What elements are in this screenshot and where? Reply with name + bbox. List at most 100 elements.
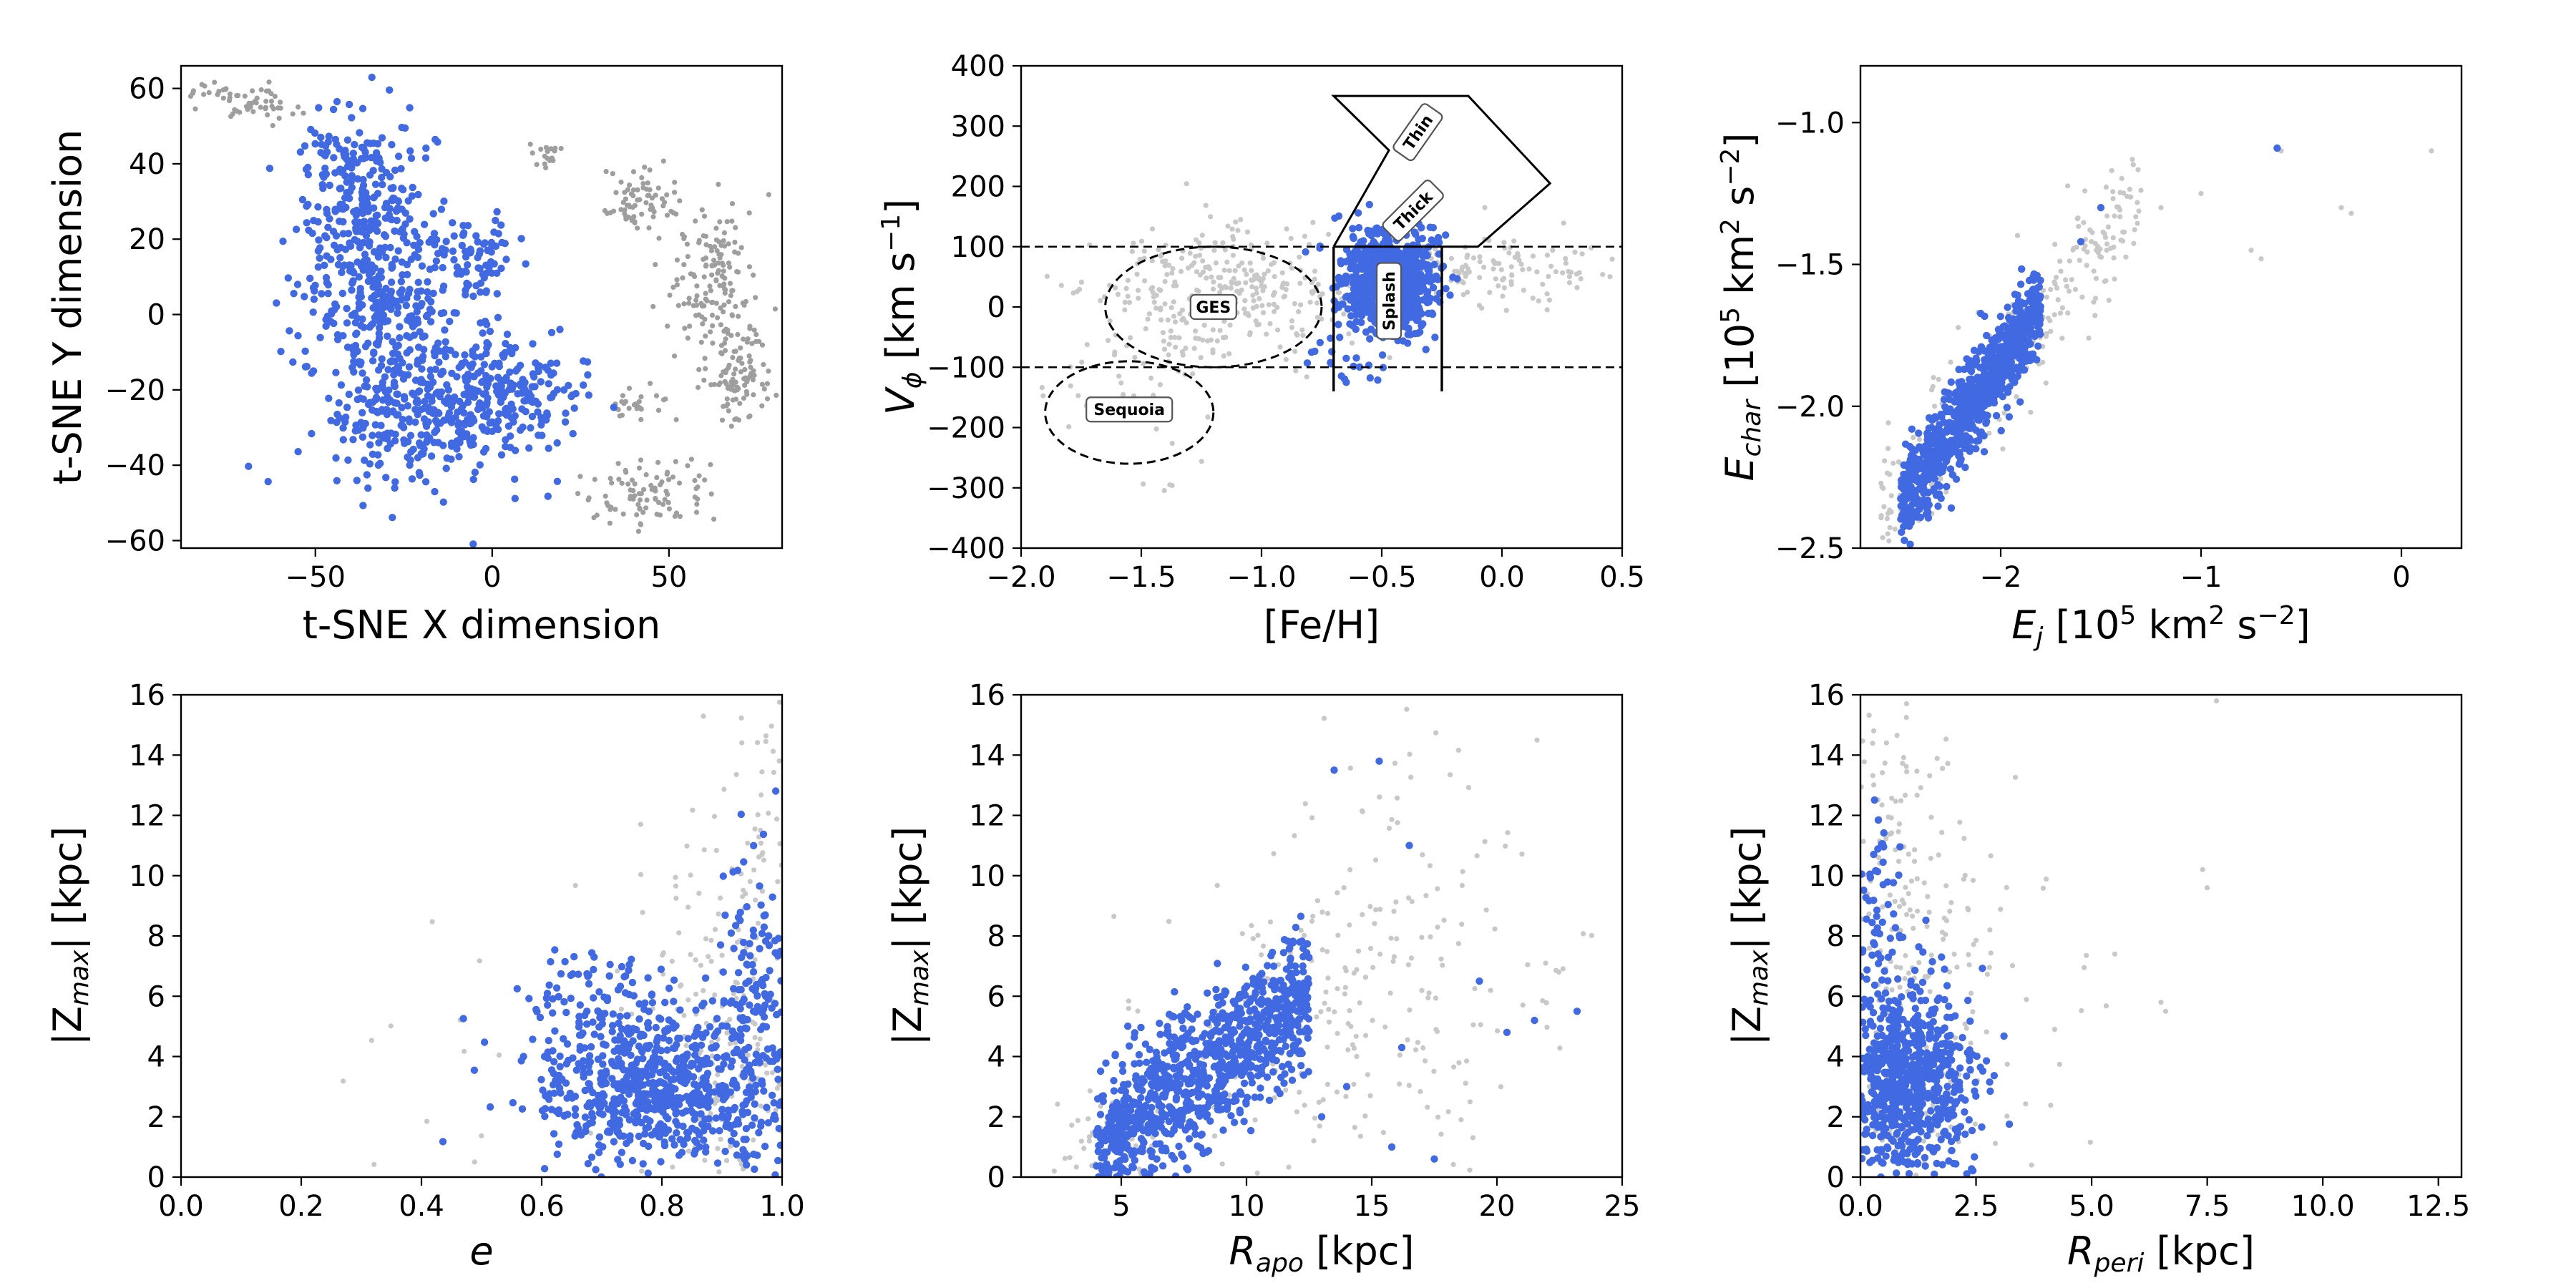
vphi-point-field <box>1511 238 1517 244</box>
tsne-point-field <box>628 191 635 197</box>
tsne-point-field <box>744 339 750 345</box>
tsne-point-field <box>545 155 550 161</box>
tsne-point-field <box>703 263 709 269</box>
ecc-point-member <box>625 1082 633 1090</box>
vphi-point-field <box>1166 352 1171 358</box>
vphi-point-member <box>1399 255 1407 263</box>
tsne-point-field <box>746 264 752 270</box>
vphi-point-field <box>1153 306 1159 311</box>
vphi-point-member <box>1346 320 1354 328</box>
energy-point-field <box>1986 430 1992 436</box>
vphi-point-member <box>1355 224 1363 232</box>
tsne-point-field <box>693 297 699 303</box>
tsne-point-member <box>403 260 411 268</box>
vphi-point-member <box>1421 248 1429 255</box>
ecc-point-member <box>655 1014 663 1022</box>
tsne-point-member <box>467 441 475 449</box>
vphi-point-field <box>1279 285 1285 291</box>
vphi-point-field <box>1253 286 1259 291</box>
tsne-point-field <box>716 268 721 273</box>
tsne-point-member <box>415 469 424 477</box>
tsne-point-member <box>454 408 462 416</box>
tsne-point-field <box>729 313 736 318</box>
vphi-point-field <box>1068 383 1073 389</box>
ecc-point-field <box>702 1157 708 1163</box>
vphi-point-field <box>1153 426 1159 432</box>
tsne-point-member <box>359 181 368 190</box>
vphi-point-field <box>1058 283 1064 288</box>
vphi-y-tick-label: 200 <box>951 171 1005 204</box>
vphi-point-member <box>1429 224 1438 232</box>
energy-point-field <box>2077 258 2082 263</box>
tsne-point-field <box>686 296 692 301</box>
tsne-point-field <box>617 413 623 419</box>
ecc-point-field <box>496 1052 502 1058</box>
tsne-point-field <box>646 225 652 231</box>
tsne-point-field <box>534 162 540 167</box>
vphi-point-field <box>1179 307 1186 313</box>
tsne-point-member <box>450 255 458 264</box>
tsne-point-member <box>323 205 331 213</box>
energy-point-member <box>1903 475 1911 484</box>
ecc-point-field <box>716 911 721 917</box>
tsne-point-member <box>368 406 376 414</box>
tsne-point-field <box>713 225 719 231</box>
tsne-point-field <box>635 187 640 192</box>
vphi-point-member <box>1413 271 1420 279</box>
ecc-point-field <box>638 821 644 827</box>
tsne-point-field <box>673 416 679 423</box>
tsne-point-field <box>609 480 615 486</box>
vphi-point-member <box>1355 363 1364 371</box>
vphi-point-field <box>1172 319 1179 325</box>
vphi-y-axis-label: Vϕ [km s−1] <box>877 199 927 415</box>
tsne-point-field <box>633 401 638 407</box>
tsne-point-member <box>438 245 447 253</box>
ecc-point-member <box>712 1114 720 1122</box>
tsne-point-member <box>264 477 272 486</box>
tsne-point-member <box>492 421 500 430</box>
tsne-point-member <box>419 353 427 361</box>
tsne-point-field <box>721 268 726 274</box>
vphi-point-field <box>1177 311 1183 316</box>
tsne-point-field <box>703 333 708 339</box>
energy-point-field <box>2135 220 2140 226</box>
vphi-point-member <box>1331 214 1339 222</box>
vphi-point-field <box>1319 316 1324 322</box>
ecc-point-field <box>740 894 746 899</box>
vphi-point-field <box>1289 265 1294 271</box>
energy-point-member <box>1923 429 1931 437</box>
tsne-point-field <box>721 309 726 315</box>
energy-point-field <box>2138 187 2144 193</box>
vphi-point-field <box>1238 217 1244 223</box>
vphi-point-field <box>1197 253 1203 258</box>
tsne-point-member <box>487 238 496 247</box>
tsne-point-member <box>383 406 391 414</box>
vphi-point-field <box>1304 374 1309 380</box>
tsne-point-field <box>265 112 270 118</box>
tsne-point-member <box>356 288 364 296</box>
tsne-point-member <box>447 346 454 354</box>
tsne-point-member <box>445 409 454 417</box>
tsne-point-field <box>708 329 713 335</box>
energy-axes-frame <box>1859 64 2463 550</box>
ecc-point-field <box>369 1038 375 1043</box>
vphi-point-field <box>1251 298 1257 303</box>
ecc-point-field <box>773 1107 779 1113</box>
vphi-point-member <box>1411 230 1420 238</box>
vphi-point-field <box>1452 268 1458 274</box>
tsne-point-field <box>680 275 686 280</box>
tsne-point-member <box>353 329 361 337</box>
tsne-point-member <box>303 219 311 227</box>
tsne-point-field <box>708 243 713 249</box>
tsne-point-member <box>414 278 422 286</box>
tsne-point-field <box>751 392 756 398</box>
energy-point-field <box>1885 531 1890 537</box>
energy-point-member <box>2097 204 2105 212</box>
energy-point-member <box>2273 144 2281 152</box>
tsne-point-member <box>296 148 305 156</box>
tsne-point-member <box>415 387 424 395</box>
energy-y-tick-label: −1.5 <box>1775 249 1845 282</box>
tsne-point-member <box>482 269 490 277</box>
ecc-point-member <box>620 1103 629 1111</box>
tsne-point-member <box>361 457 369 464</box>
